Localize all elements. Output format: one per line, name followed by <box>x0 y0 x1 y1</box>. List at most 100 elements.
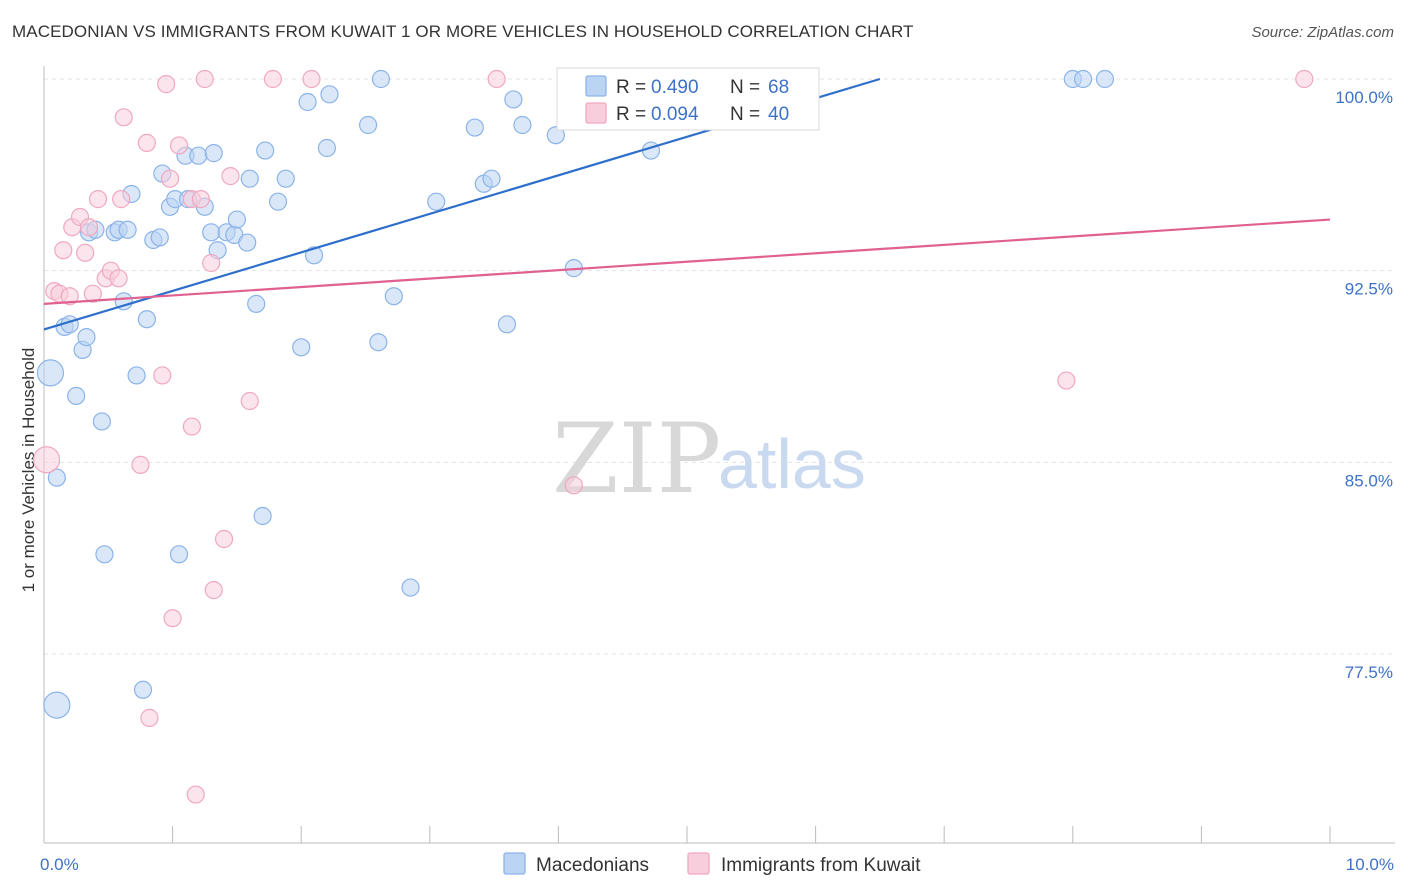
macedonian-point <box>465 118 484 137</box>
legend-r-label-1: R = <box>616 77 646 98</box>
macedonian-point <box>304 246 324 265</box>
macedonian-point <box>227 210 246 229</box>
y-tick-label: 92.5% <box>1345 280 1393 299</box>
legend-n-label-1: N = <box>730 77 760 98</box>
macedonian-point <box>268 192 288 211</box>
kuwait-point <box>169 136 189 155</box>
macedonian-point <box>384 287 403 306</box>
macedonian-point <box>292 338 311 357</box>
macedonian-point <box>546 126 565 145</box>
legend-swatch-pink <box>585 102 607 124</box>
legend-r-label-2: R = <box>616 104 646 125</box>
macedonian-point <box>204 144 223 163</box>
kuwait-point <box>204 581 223 600</box>
series-legend-swatch-macedonians <box>503 852 526 875</box>
kuwait-point <box>88 190 108 209</box>
macedonian-point <box>504 90 523 109</box>
macedonian-point <box>92 412 111 431</box>
macedonian-point <box>133 680 153 699</box>
kuwait-point <box>112 190 131 209</box>
kuwait-point <box>564 476 583 495</box>
watermark-atlas: atlas <box>718 425 866 503</box>
kuwait-point <box>487 69 506 89</box>
legend-n-value-1: 68 <box>768 77 789 98</box>
source-label: Source: ZipAtlas.com <box>1251 24 1394 41</box>
macedonian-point <box>1073 69 1093 89</box>
kuwait-point <box>140 708 159 727</box>
kuwait-point <box>54 241 73 260</box>
gridlines <box>44 78 1395 655</box>
kuwait-point <box>195 69 214 89</box>
kuwait-point <box>1295 69 1314 89</box>
kuwait-point <box>114 108 133 127</box>
kuwait-point <box>163 609 182 628</box>
macedonian-point <box>247 294 266 313</box>
macedonian-point <box>127 366 146 385</box>
kuwait-point <box>131 455 150 474</box>
x-tick-label: 0.0% <box>40 855 79 874</box>
y-tick-label: 77.5% <box>1345 663 1393 682</box>
kuwait-point <box>182 417 201 436</box>
macedonian-point <box>317 138 337 158</box>
macedonians-points <box>36 69 1115 719</box>
kuwait-point <box>157 75 176 94</box>
macedonian-point <box>482 169 501 188</box>
kuwait-point <box>60 287 79 306</box>
kuwait-point <box>221 167 240 186</box>
legend-swatch-blue <box>585 75 607 97</box>
macedonian-point <box>427 192 446 211</box>
macedonian-point <box>114 292 133 311</box>
x-tick-label: 10.0% <box>1346 855 1394 874</box>
y-tick-labels: 100.0% 92.5% 85.0% 77.5% <box>1335 88 1393 682</box>
kuwait-point <box>263 69 283 89</box>
x-tick-labels: 0.0% 10.0% <box>40 855 1394 874</box>
macedonian-point <box>150 228 169 247</box>
chart-title: MACEDONIAN VS IMMIGRANTS FROM KUWAIT 1 O… <box>12 22 914 41</box>
macedonian-point <box>189 146 208 165</box>
macedonian-point <box>371 69 391 89</box>
macedonian-point <box>118 220 137 239</box>
kuwait-point <box>186 785 205 804</box>
macedonian-point <box>137 310 156 329</box>
kuwait-point <box>79 218 99 237</box>
macedonian-point <box>238 233 257 252</box>
kuwait-point <box>214 529 234 549</box>
kuwait-points <box>32 69 1314 804</box>
y-tick-label: 85.0% <box>1345 471 1393 490</box>
macedonian-point <box>513 115 532 135</box>
macedonian-point <box>641 141 661 160</box>
kuwait-point <box>160 169 180 188</box>
kuwait-point <box>1057 371 1076 390</box>
macedonian-point <box>256 141 275 160</box>
macedonian-point <box>95 545 114 564</box>
macedonian-point <box>358 115 378 135</box>
kuwait-point <box>153 366 172 385</box>
macedonian-point <box>36 359 65 387</box>
macedonian-point <box>169 545 189 564</box>
macedonian-point <box>401 578 420 597</box>
macedonian-point <box>1095 69 1115 89</box>
macedonian-point <box>240 169 259 188</box>
watermark: ZIP atlas <box>552 403 866 515</box>
kuwait-point <box>202 253 221 273</box>
kuwait-point <box>137 133 156 152</box>
macedonian-point <box>47 468 66 487</box>
watermark-zip: ZIP <box>552 403 721 515</box>
legend-r-value-1: 0.490 <box>651 77 699 98</box>
kuwait-point <box>32 446 61 474</box>
macedonian-point <box>320 85 339 104</box>
series-legend-kuwait: Immigrants from Kuwait <box>721 855 921 876</box>
macedonian-point <box>298 92 317 112</box>
macedonian-point <box>497 315 517 334</box>
macedonian-point <box>77 328 96 347</box>
macedonian-point <box>43 691 71 719</box>
series-legend-macedonians: Macedonians <box>536 855 649 876</box>
macedonian-point <box>67 386 86 405</box>
macedonian-point <box>369 333 388 352</box>
legend-n-label-2: N = <box>730 104 760 125</box>
macedonian-point <box>202 223 221 242</box>
kuwait-point <box>302 69 321 89</box>
y-tick-label: 100.0% <box>1335 88 1393 107</box>
macedonian-point <box>276 169 295 188</box>
